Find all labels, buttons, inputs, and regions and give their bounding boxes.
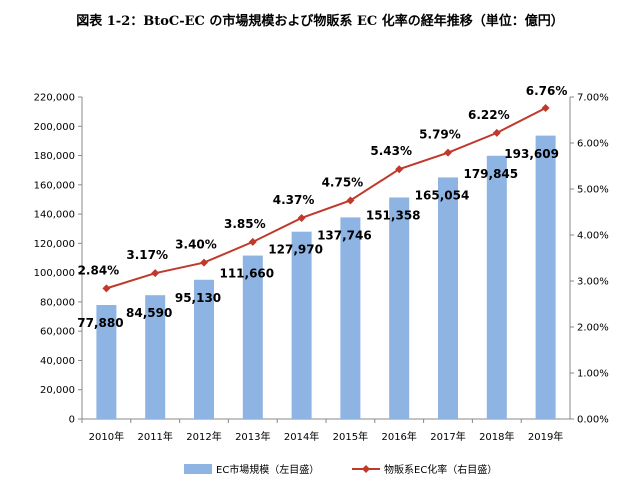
x-tick-label: 2017年 [430,430,465,443]
rate-value-label: 3.40% [175,238,217,252]
bar [145,295,166,419]
rate-marker [200,258,208,267]
rate-marker [102,284,111,293]
rate-value-label: 3.85% [224,217,266,231]
legend-line-label: 物販系EC化率（右目盛） [384,463,497,476]
bar [291,231,312,419]
rate-marker [151,269,160,278]
left-tick-label: 80,000 [40,297,75,308]
rate-marker [541,104,550,113]
rate-marker [492,128,501,137]
x-tick-label: 2013年 [235,430,270,443]
bar [194,279,214,419]
x-tick-label: 2016年 [381,430,416,443]
left-tick-label: 120,000 [34,239,75,250]
right-tick-label: 5.00% [577,185,609,196]
right-tick-label: 7.00% [577,93,609,104]
right-tick-label: 2.00% [577,323,609,334]
bar-value-label: 165,054 [415,188,470,202]
rate-marker [395,165,404,174]
left-tick-label: 40,000 [40,356,75,367]
x-tick-label: 2014年 [284,430,319,443]
bar-value-label: 111,660 [219,267,274,281]
bar [389,197,410,419]
bar [242,255,263,419]
bar-value-label: 137,746 [317,228,372,242]
bar-value-label: 151,358 [366,208,421,222]
rate-value-label: 6.76% [526,84,568,98]
bars [96,135,556,419]
rate-marker [444,148,452,157]
bar-value-label: 84,590 [126,306,172,320]
bar [340,217,361,419]
rate-value-label: 3.17% [126,248,168,262]
rate-value-label: 2.84% [78,263,120,277]
rate-value-label: 4.75% [322,176,364,190]
rate-line [102,104,550,293]
right-tick-label: 6.00% [577,139,609,150]
bar [535,135,556,419]
x-tick-label: 2010年 [89,430,124,443]
bar [96,305,117,419]
x-tick-label: 2012年 [186,430,221,443]
bar [438,177,458,419]
right-tick-label: 4.00% [577,231,609,242]
bar-value-label: 95,130 [175,291,221,305]
rate-value-label: 5.43% [370,144,412,158]
rate-value-label: 4.37% [273,193,315,207]
legend-bar-label: EC市場規模（左目盛） [216,463,319,476]
x-tick-label: 2018年 [479,430,514,443]
axes: 0 20,000 40,000 60,000 80,000 100,000 120,000 1… [34,93,609,444]
x-tick-label: 2019年 [528,430,563,443]
rate-marker [248,237,257,246]
left-tick-label: 180,000 [34,151,75,162]
rate-marker [346,196,355,205]
legend-line-marker [362,465,370,473]
right-tick-label: 0.00% [577,415,609,426]
right-tick-label: 1.00% [577,369,609,380]
rate-marker [297,213,306,222]
bar-value-label: 179,845 [463,167,518,181]
left-tick-label: 20,000 [40,385,75,396]
rate-line-path [106,107,547,290]
chart-title: 図表 1-2：BtoC-EC の市場規模および物販系 EC 化率の経年推移（単位… [76,14,564,29]
bar-value-label: 127,970 [268,243,323,257]
legend-bar-swatch [184,464,212,474]
left-tick-label: 220,000 [34,93,75,104]
bar-value-label: 193,609 [504,147,559,161]
rate-value-label: 6.22% [468,108,510,122]
rate-value-label: 5.79% [419,128,461,142]
left-tick-label: 200,000 [34,122,75,133]
left-tick-label: 140,000 [34,210,75,221]
legend: EC市場規模（左目盛） 物販系EC化率（右目盛） [184,463,497,476]
x-tick-label: 2011年 [137,430,172,443]
left-tick-label: 0 [69,415,75,426]
left-tick-label: 100,000 [34,268,75,279]
left-tick-label: 60,000 [40,327,75,338]
right-tick-label: 3.00% [577,277,609,288]
left-tick-label: 160,000 [34,180,75,191]
bar [486,155,507,419]
x-tick-label: 2015年 [333,430,368,443]
bar-value-label: 77,880 [77,316,123,330]
